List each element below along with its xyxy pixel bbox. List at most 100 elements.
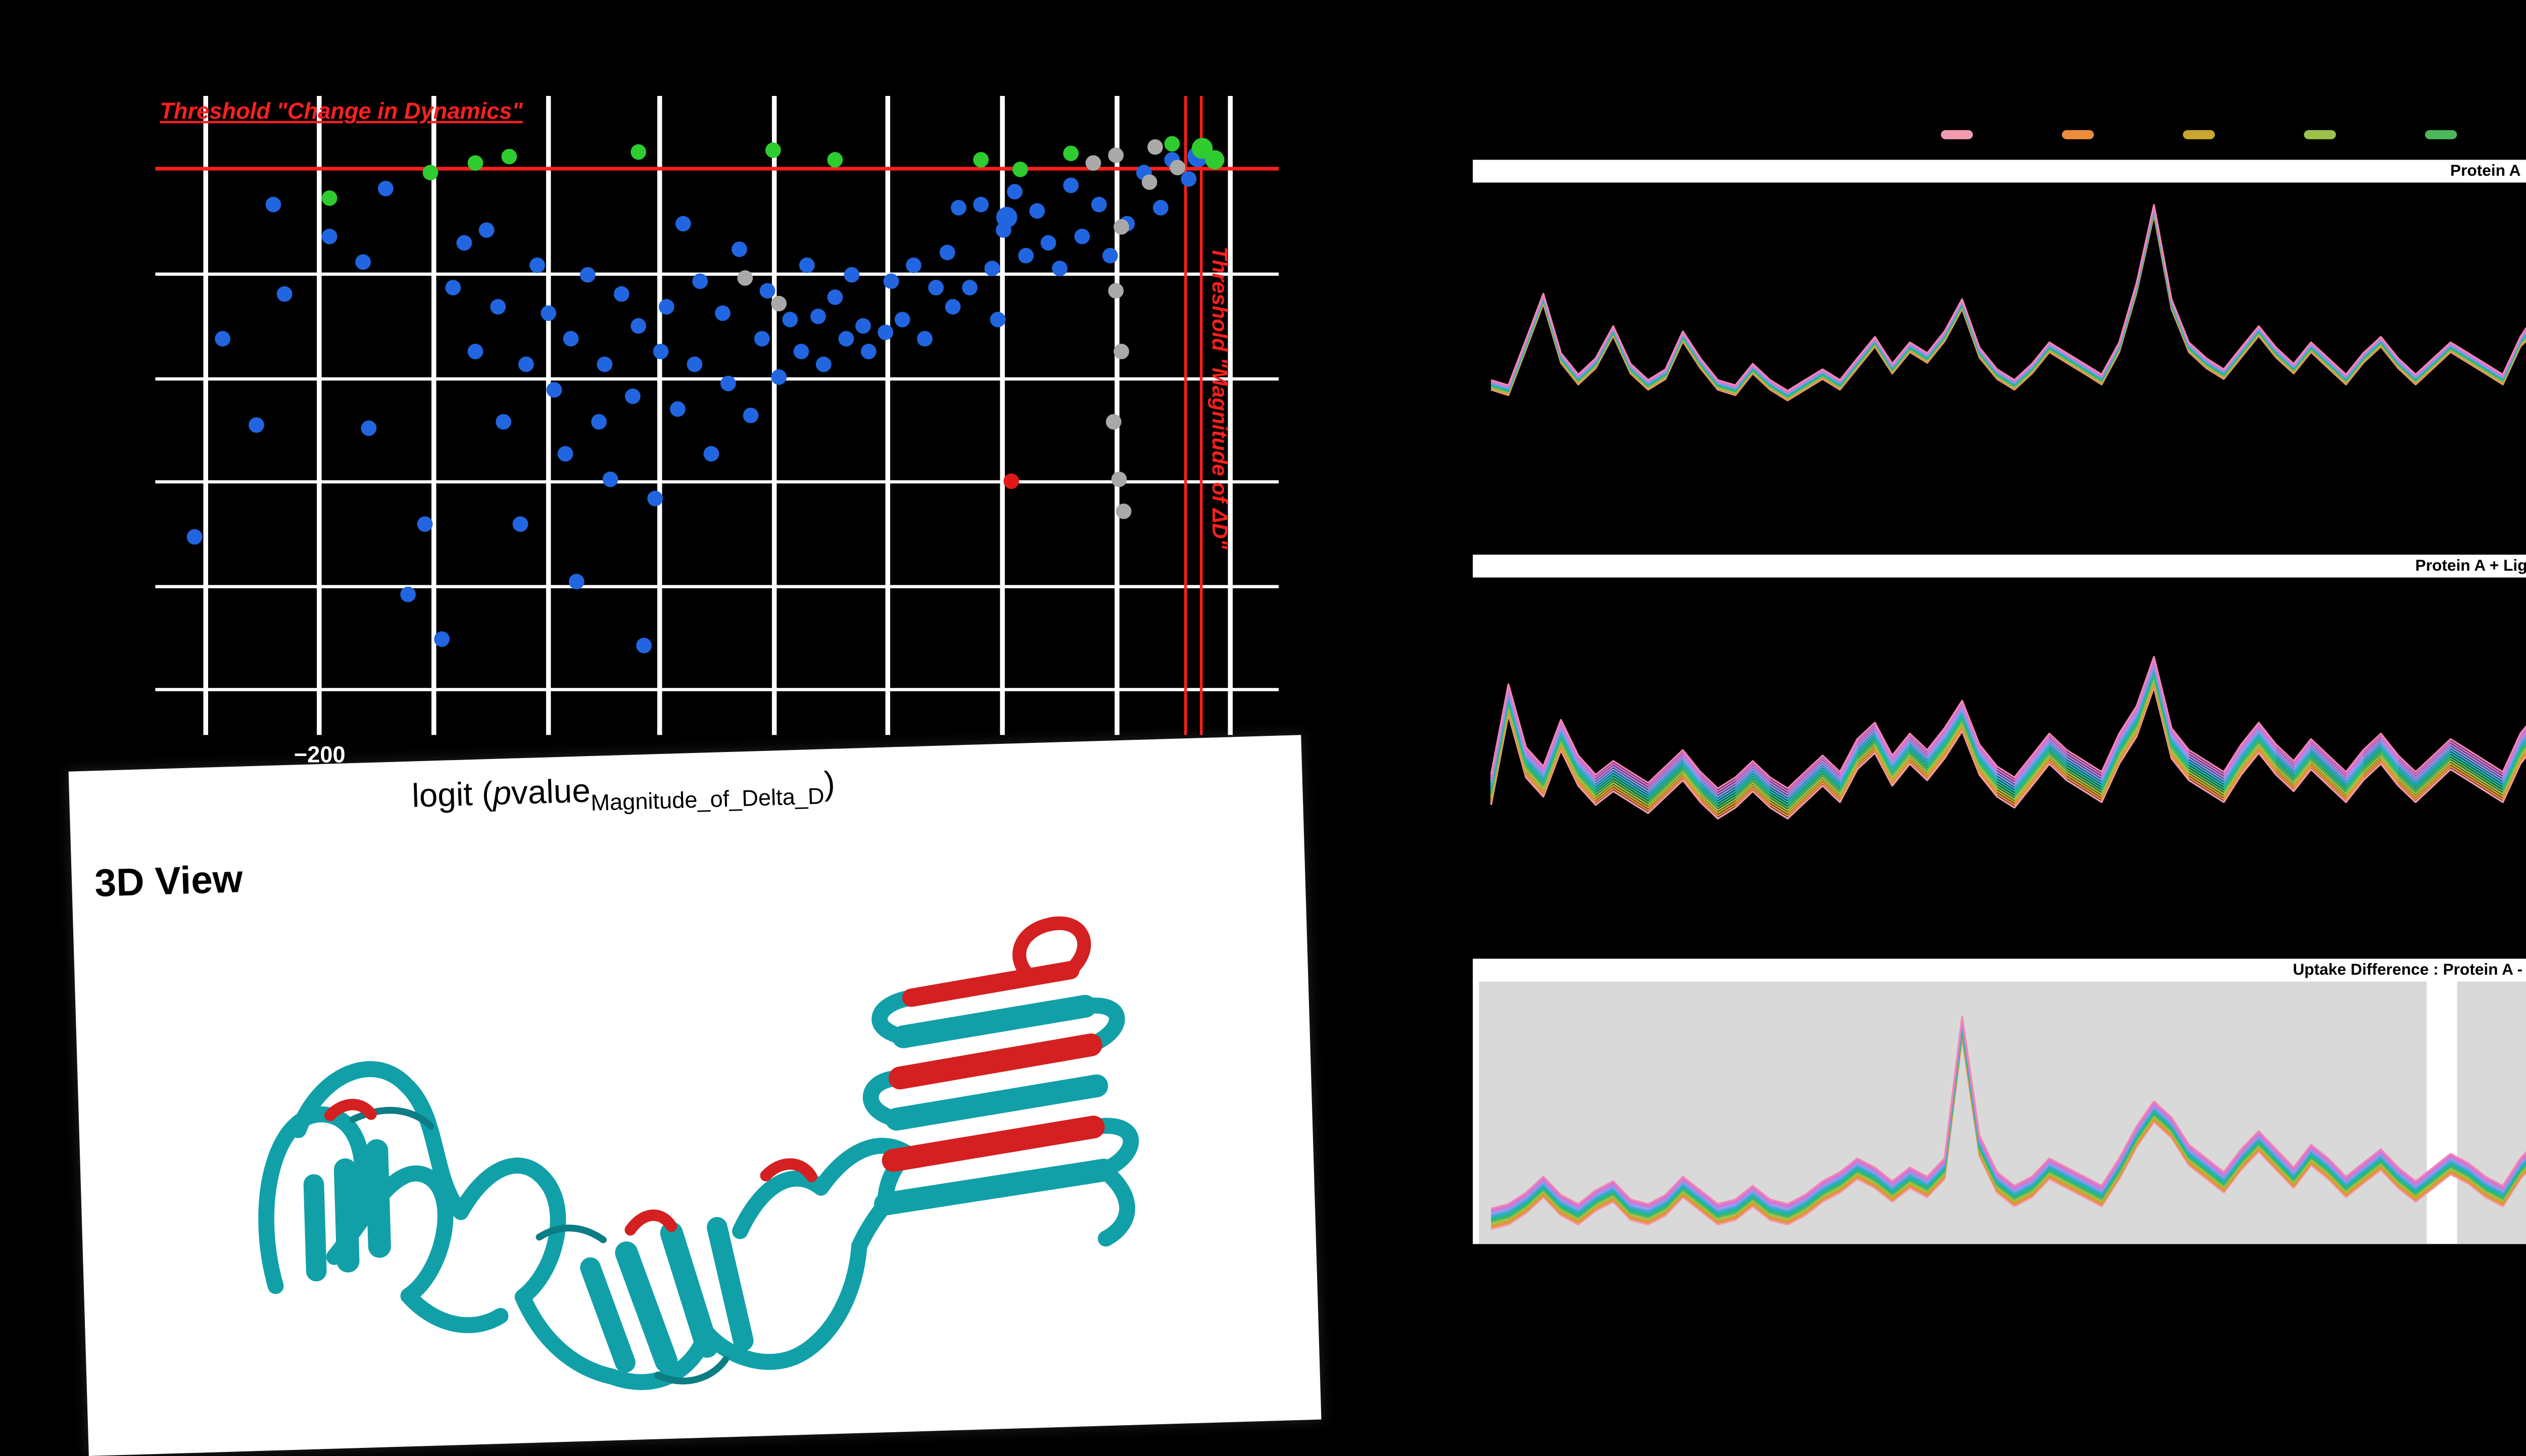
volcano-plot-area[interactable] [155,95,1279,735]
scatter-point [541,305,557,321]
scatter-point [1052,261,1068,276]
scatter-point [687,356,703,372]
uptake-series-line [1490,661,2526,795]
scatter-point [743,408,759,423]
scatter-point [1018,247,1034,264]
scatter-point [597,356,613,372]
scatter-point [422,165,439,181]
scatter-point [771,369,787,385]
uptake-difference-chart[interactable] [1473,981,2526,1244]
scatter-point [906,257,921,273]
uptake-series-line [1490,1034,2526,1229]
scatter-point [799,257,815,273]
timepoint-legend-swatch [2425,130,2457,138]
scatter-point [1111,471,1127,487]
scatter-point [815,356,832,372]
uptake-series-line [1490,208,2526,396]
scatter-point [563,331,579,347]
scatter-point [928,280,944,295]
threshold-magnitude-label: Threshold "Magnitude of ΔD" [1205,246,1231,549]
scatter-point [1113,219,1130,235]
panel-title-protein-a-ligand: Protein A + Ligand [1473,555,2526,578]
timepoint-legend-swatch [1940,130,1973,138]
timepoint-legend-swatch [2062,130,2094,138]
scatter-point [321,228,337,244]
scatter-point [1012,162,1028,177]
scatter-point [737,270,753,286]
scatter-point [1115,504,1132,519]
scatter-point [670,401,686,417]
uptake-series-line [1490,207,2526,395]
scatter-point [1063,145,1079,162]
uptake-series-line [1490,205,2526,393]
uptake-series-line [1490,1023,2526,1217]
uptake-chart-protein-a-ligand[interactable] [1473,577,2526,920]
uptake-series-line [1490,1018,2526,1212]
uptake-series-line [1490,204,2526,392]
scatter-point [512,516,528,532]
scatter-point [186,529,203,545]
scatter-point [1170,160,1186,176]
scatter-point [602,471,618,487]
protein-3d-structure[interactable] [73,872,1322,1456]
uptake-series-line [1490,214,2526,401]
scatter-point [321,190,337,206]
scatter-point [400,586,416,603]
scatter-point [647,490,663,507]
scatter-point [467,343,483,360]
scatter-point [838,331,854,347]
scatter-point [732,241,747,257]
uptake-chart-protein-a[interactable] [1473,182,2526,532]
volcano-plot-panel: Threshold "Change in Dynamics" Threshold… [155,95,1279,735]
uptake-series-line [1490,656,2526,789]
hdx-analysis-dashboard: Threshold "Change in Dynamics" Threshold… [68,95,2526,1456]
uptake-series-line [1490,659,2526,792]
scatter-point [467,155,483,171]
scatter-point [759,283,775,299]
uptake-series-line [1490,1016,2526,1210]
panel-title-protein-a: Protein A [1473,160,2526,183]
scatter-point [1074,228,1090,244]
uptake-series-line [1490,1031,2526,1225]
uptake-series-line [1490,1036,2526,1230]
scatter-point [613,286,629,302]
scatter-point [276,286,293,302]
scatter-point [591,414,607,430]
scatter-point [1205,150,1225,170]
scatter-point [1063,177,1079,193]
scatter-point [456,235,472,251]
scatter-point [1085,155,1101,171]
timepoint-legend-swatch [2182,130,2215,138]
uptake-series-line [1490,678,2526,812]
scatter-point [810,309,826,324]
scatter-point [1003,473,1019,489]
scatter-point [529,257,545,273]
scatter-point [1091,196,1107,213]
scatter-point [675,216,691,232]
scatter-point [557,446,573,462]
scatter-point [630,144,647,160]
scatter-point [355,254,371,270]
scatter-point [917,331,933,347]
scatter-point [720,375,736,391]
scatter-point [249,417,264,433]
scatter-point [215,331,231,347]
volcano-xaxis-label: logit (pvalueMagnitude_of_Delta_D) [411,767,836,818]
panel-title-uptake-difference: Uptake Difference : Protein A - (Protein… [1473,959,2526,982]
uptake-series-line [1490,207,2526,395]
scatter-point [782,312,798,328]
scatter-point [973,196,989,213]
uptake-series-line [1490,664,2526,798]
view-3d-title: 3D View [94,858,244,906]
scatter-point [636,637,652,654]
uptake-series-line [1490,686,2526,820]
protein-ribbon-teal [258,989,1139,1390]
scatter-point [568,574,585,590]
scatter-point [518,356,534,372]
scatter-point [883,273,899,289]
scatter-point [984,261,1000,276]
scatter-point [765,142,781,158]
scatter-point [1108,283,1124,299]
scatter-point [496,414,511,430]
uptake-series-line [1490,209,2526,397]
